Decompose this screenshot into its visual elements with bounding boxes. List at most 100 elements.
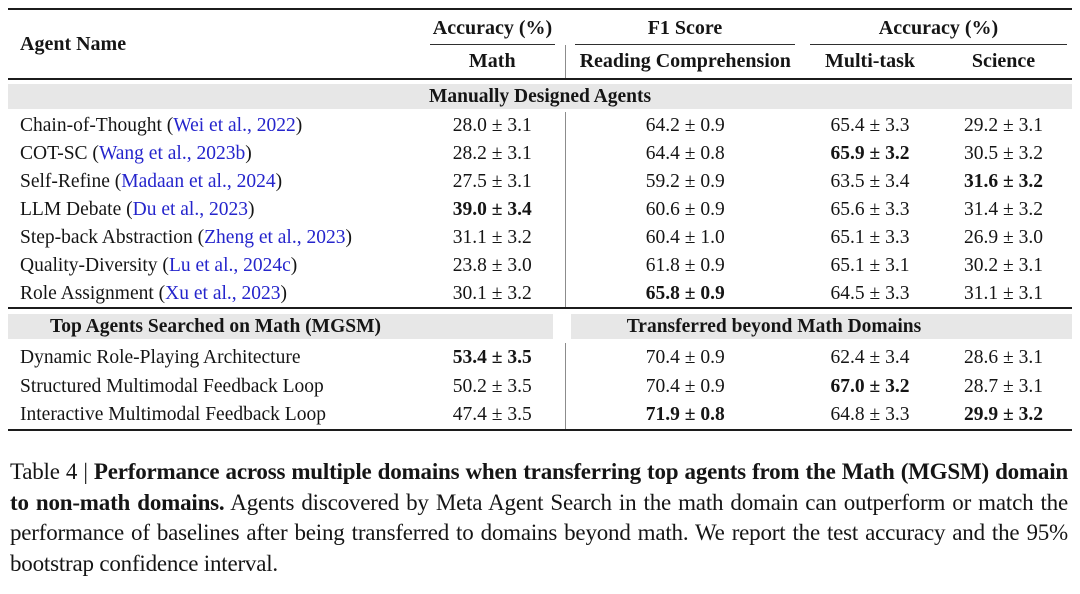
cell-math: 23.8 ± 3.0 [452, 255, 532, 276]
agent-name-text: ) [275, 171, 283, 192]
cell-reading-comprehension: 65.8 ± 0.9 [564, 280, 805, 308]
agent-name-cell: Quality-Diversity (Lu et al., 2024c) [8, 252, 420, 280]
agent-name-cell: Chain-of-Thought (Wei et al., 2022) [8, 112, 420, 140]
cell-reading-comprehension: 64.2 ± 0.9 [564, 112, 805, 140]
agent-name-text: Role Assignment ( [20, 282, 166, 304]
caption-label: Table 4 | [10, 459, 94, 484]
cell-reading-comprehension: 70.4 ± 0.9 [564, 343, 805, 372]
agent-name-cell: COT-SC (Wang et al., 2023b) [8, 140, 420, 168]
cell-multitask: 65.1 ± 3.3 [830, 227, 910, 248]
cell-reading-comprehension: 60.4 ± 1.0 [564, 224, 805, 252]
header-multitask: Multi-task [825, 50, 915, 72]
agent-name-cell: Dynamic Role-Playing Architecture [8, 343, 420, 372]
cell-math: 28.2 ± 3.1 [452, 143, 532, 164]
cell-math: 53.4 ± 3.5 [452, 346, 532, 368]
cell-multitask: 64.8 ± 3.3 [830, 404, 910, 425]
cell-reading-comprehension: 71.9 ± 0.8 [564, 401, 805, 430]
table-row: COT-SC (Wang et al., 2023b) 28.2 ± 3.1 6… [8, 140, 1072, 168]
agent-name-text: ) [247, 199, 255, 220]
citation-link[interactable]: Xu et al., 2023 [165, 282, 281, 304]
table-row: Dynamic Role-Playing Architecture 53.4 ±… [8, 343, 1072, 372]
agent-name-text: Dynamic Role-Playing Architecture [20, 346, 301, 368]
section-band-cell: Top Agents Searched on Math (MGSM) [8, 307, 565, 343]
agent-name-cell: Step-back Abstraction (Zheng et al., 202… [8, 224, 420, 252]
citation-link[interactable]: Wei et al., 2022 [173, 115, 296, 136]
section-band-row: Manually Designed Agents [8, 79, 1072, 112]
cell-science: 29.2 ± 3.1 [964, 115, 1043, 136]
group-label: Accuracy (%) [430, 17, 555, 45]
cell-science: 28.6 ± 3.1 [964, 346, 1043, 368]
header-sub-row: Math Reading Comprehension Multi-task Sc… [8, 45, 1072, 79]
agent-name-cell: Interactive Multimodal Feedback Loop [8, 401, 420, 430]
header-math: Math [468, 50, 516, 72]
caption-text: Agents discovered by Meta Agent Search i… [10, 489, 1068, 576]
cell-science: 28.7 ± 3.1 [964, 375, 1043, 397]
cell-math: 50.2 ± 3.5 [452, 375, 532, 397]
agent-name-cell: Self-Refine (Madaan et al., 2024) [8, 168, 420, 196]
table-row: Role Assignment (Xu et al., 2023) 30.1 ±… [8, 280, 1072, 308]
cell-multitask: 65.4 ± 3.3 [830, 115, 910, 136]
cell-multitask: 64.5 ± 3.3 [830, 282, 910, 304]
table-row: Step-back Abstraction (Zheng et al., 202… [8, 224, 1072, 252]
cell-science: 30.5 ± 3.2 [964, 143, 1043, 164]
table-row: LLM Debate (Du et al., 2023) 39.0 ± 3.4 … [8, 196, 1072, 224]
cell-science: 31.1 ± 3.1 [964, 282, 1043, 304]
cell-multitask: 65.9 ± 3.2 [830, 143, 910, 164]
cell-reading-comprehension: 61.8 ± 0.9 [564, 252, 805, 280]
section2-band-left-label: Top Agents Searched on Math (MGSM) [8, 314, 553, 339]
paper-page: Agent Name Accuracy (%) F1 Score Accurac… [8, 8, 1072, 579]
agent-name-text: Step-back Abstraction ( [20, 227, 205, 248]
table-row: Self-Refine (Madaan et al., 2024) 27.5 ±… [8, 168, 1072, 196]
cell-reading-comprehension: 64.4 ± 0.8 [564, 140, 805, 168]
results-table: Agent Name Accuracy (%) F1 Score Accurac… [8, 8, 1072, 431]
section1-band-label: Manually Designed Agents [8, 84, 1072, 109]
header-science: Science [971, 50, 1036, 72]
agent-name-cell: LLM Debate (Du et al., 2023) [8, 196, 420, 224]
agent-name-text: Chain-of-Thought ( [20, 115, 174, 136]
section-band-cell: Transferred beyond Math Domains [565, 307, 1072, 343]
agent-name-text: Structured Multimodal Feedback Loop [20, 375, 324, 397]
agent-name-text: Quality-Diversity ( [20, 255, 169, 276]
table-row: Chain-of-Thought (Wei et al., 2022) 28.0… [8, 112, 1072, 140]
cell-reading-comprehension: 60.6 ± 0.9 [564, 196, 805, 224]
cell-math: 31.1 ± 3.2 [452, 227, 532, 248]
agent-name-text: Self-Refine ( [20, 171, 122, 192]
citation-link[interactable]: Wang et al., 2023b [98, 143, 246, 164]
header-agent-name: Agent Name [20, 32, 127, 55]
cell-science: 31.6 ± 3.2 [964, 171, 1043, 192]
table-caption: Table 4 | Performance across multiple do… [10, 457, 1068, 579]
section2-band-right-label: Transferred beyond Math Domains [571, 314, 1072, 339]
cell-reading-comprehension: 59.2 ± 0.9 [564, 168, 805, 196]
section-band-cell: Manually Designed Agents [8, 79, 1072, 112]
table-row: Structured Multimodal Feedback Loop 50.2… [8, 372, 1072, 401]
table-row: Interactive Multimodal Feedback Loop 47.… [8, 401, 1072, 430]
cell-multitask: 65.1 ± 3.1 [830, 255, 910, 276]
header-f1-group: F1 Score [565, 9, 805, 45]
cell-reading-comprehension: 70.4 ± 0.9 [564, 372, 805, 401]
agent-name-text: Interactive Multimodal Feedback Loop [20, 404, 326, 425]
agent-name-text: ) [345, 227, 352, 248]
cell-science: 26.9 ± 3.0 [964, 227, 1043, 248]
header-group-row: Agent Name Accuracy (%) F1 Score Accurac… [8, 9, 1072, 55]
cell-multitask: 67.0 ± 3.2 [830, 375, 910, 397]
cell-math: 39.0 ± 3.4 [452, 199, 532, 220]
cell-science: 29.9 ± 3.2 [964, 404, 1043, 425]
cell-math: 30.1 ± 3.2 [452, 282, 532, 304]
cell-math: 47.4 ± 3.5 [452, 404, 532, 425]
cell-math: 27.5 ± 3.1 [452, 171, 532, 192]
section-band-row: Top Agents Searched on Math (MGSM) Trans… [8, 307, 1072, 343]
header-reading-comprehension: Reading Comprehension [564, 45, 805, 79]
cell-multitask: 63.5 ± 3.4 [830, 171, 910, 192]
agent-name-text: ) [245, 143, 252, 164]
cell-multitask: 62.4 ± 3.4 [830, 346, 910, 368]
citation-link[interactable]: Madaan et al., 2024 [121, 171, 276, 192]
citation-link[interactable]: Lu et al., 2024c [168, 255, 291, 276]
caption-bold-text: Performance across multiple domains when… [10, 459, 1068, 515]
agent-name-text: COT-SC ( [20, 143, 99, 164]
cell-science: 31.4 ± 3.2 [964, 199, 1043, 220]
agent-name-text: ) [280, 282, 288, 304]
header-accuracy-right-group: Accuracy (%) [805, 9, 1072, 45]
citation-link[interactable]: Du et al., 2023 [132, 199, 248, 220]
citation-link[interactable]: Zheng et al., 2023 [204, 227, 346, 248]
agent-name-cell: Structured Multimodal Feedback Loop [8, 372, 420, 401]
